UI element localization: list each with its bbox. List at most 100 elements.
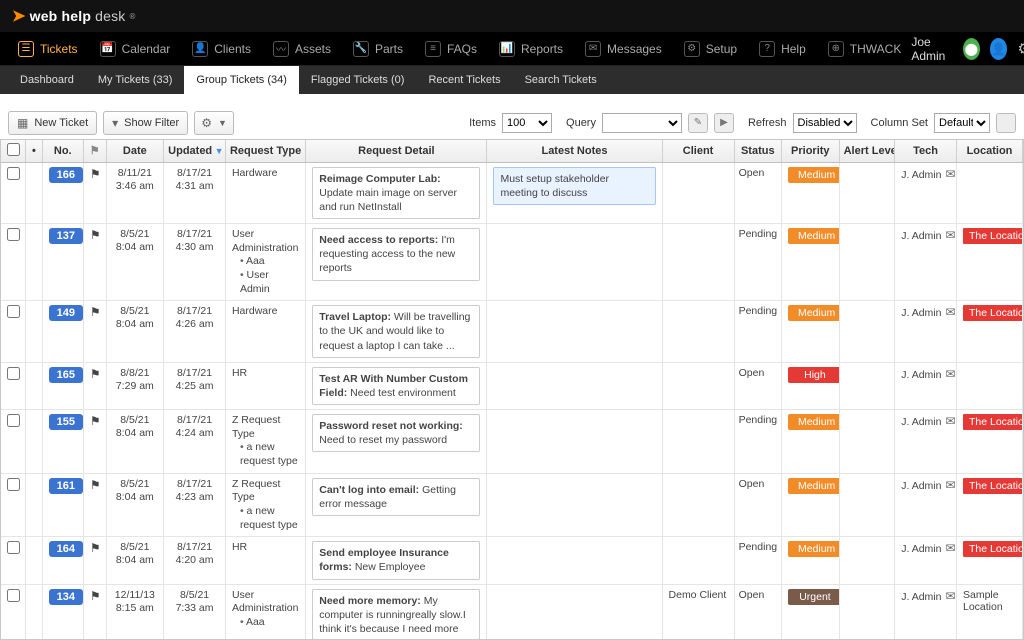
subtab-search-tickets[interactable]: Search Tickets (513, 66, 609, 94)
table-row[interactable]: 137⚑8/5/218:04 am8/17/214:30 amUser Admi… (1, 224, 1023, 301)
query-select[interactable] (602, 113, 682, 133)
show-filter-button[interactable]: ▾Show Filter (103, 111, 188, 135)
nav-parts[interactable]: 🔧Parts (343, 32, 413, 66)
col-header[interactable]: Location (956, 140, 1022, 162)
request-detail[interactable]: Need access to reports: I'm requesting a… (312, 228, 480, 281)
table-row[interactable]: 164⚑8/5/218:04 am8/17/214:20 amHRSend em… (1, 537, 1023, 584)
row-checkbox[interactable] (7, 414, 20, 427)
select-all-checkbox[interactable] (7, 143, 20, 156)
col-header[interactable]: Request Type (225, 140, 305, 162)
mail-icon[interactable]: ✉ (945, 228, 955, 242)
request-detail[interactable]: Travel Laptop: Will be travelling to the… (312, 305, 480, 358)
request-detail[interactable]: Send employee Insurance forms: New Emplo… (312, 541, 480, 579)
gear-menu-button[interactable]: ⚙▼ (194, 111, 234, 135)
table-row[interactable]: 134⚑12/11/138:15 am8/5/217:33 amUser Adm… (1, 584, 1023, 640)
tech-cell: J. Admin✉ (895, 584, 957, 640)
col-header[interactable]: Status (734, 140, 781, 162)
flag-icon[interactable]: ⚑ (90, 228, 101, 242)
plus-icon: ▦ (17, 116, 28, 130)
subtab-group-tickets-34-[interactable]: Group Tickets (34) (184, 66, 298, 94)
nav-faqs[interactable]: ≡FAQs (415, 32, 487, 66)
colset-extra-button[interactable] (996, 113, 1016, 133)
subtab-my-tickets-33-[interactable]: My Tickets (33) (86, 66, 185, 94)
col-header[interactable]: Priority (781, 140, 839, 162)
col-header[interactable]: Client (662, 140, 734, 162)
subtab-dashboard[interactable]: Dashboard (8, 66, 86, 94)
col-header[interactable]: Latest Notes (487, 140, 662, 162)
flag-icon[interactable]: ⚑ (90, 414, 101, 428)
table-row[interactable]: 155⚑8/5/218:04 am8/17/214:24 amZ Request… (1, 410, 1023, 474)
logo-icon: ➤ (12, 6, 26, 26)
nav-calendar[interactable]: 📅Calendar (90, 32, 181, 66)
row-checkbox[interactable] (7, 305, 20, 318)
col-header[interactable] (1, 140, 26, 162)
mail-icon[interactable]: ✉ (945, 414, 955, 428)
avatar-icon[interactable]: 👤 (990, 38, 1008, 60)
items-select[interactable]: 100 (502, 113, 552, 133)
nav-setup[interactable]: ⚙Setup (674, 32, 747, 66)
request-detail[interactable]: Test AR With Number Custom Field: Need t… (312, 367, 480, 405)
query-edit-button[interactable]: ✎ (688, 113, 708, 133)
table-row[interactable]: 161⚑8/5/218:04 am8/17/214:23 amZ Request… (1, 473, 1023, 537)
request-detail[interactable]: Reimage Computer Lab: Update main image … (312, 167, 480, 220)
row-checkbox[interactable] (7, 589, 20, 602)
col-header[interactable]: Tech (895, 140, 957, 162)
colset-select[interactable]: Default (934, 113, 990, 133)
row-checkbox[interactable] (7, 167, 20, 180)
row-checkbox[interactable] (7, 478, 20, 491)
date-cell: 8/5/218:04 am (106, 473, 164, 537)
flag-icon[interactable]: ⚑ (90, 305, 101, 319)
flag-icon[interactable]: ⚑ (90, 589, 101, 603)
date-cell: 8/5/218:04 am (106, 537, 164, 584)
col-header[interactable]: Request Detail (306, 140, 487, 162)
mail-icon[interactable]: ✉ (945, 478, 955, 492)
mail-icon[interactable]: ✉ (945, 589, 955, 603)
ticket-number[interactable]: 155 (49, 414, 83, 430)
mail-icon[interactable]: ✉ (945, 541, 955, 555)
ticket-number[interactable]: 149 (49, 305, 83, 321)
ticket-number[interactable]: 134 (49, 589, 83, 605)
new-ticket-button[interactable]: ▦New Ticket (8, 111, 97, 135)
col-header[interactable]: Alert Level (839, 140, 895, 162)
flag-icon[interactable]: ⚑ (90, 478, 101, 492)
col-header[interactable]: • (26, 140, 42, 162)
ticket-number[interactable]: 164 (49, 541, 83, 557)
refresh-select[interactable]: Disabled (793, 113, 857, 133)
request-detail[interactable]: Need more memory: My computer is running… (312, 589, 480, 640)
current-user[interactable]: Joe Admin ⬤ (911, 35, 980, 63)
flag-icon[interactable]: ⚑ (90, 541, 101, 555)
table-row[interactable]: 165⚑8/8/217:29 am8/17/214:25 amHRTest AR… (1, 362, 1023, 409)
ticket-number[interactable]: 137 (49, 228, 83, 244)
subtab-flagged-tickets-0-[interactable]: Flagged Tickets (0) (299, 66, 417, 94)
col-header[interactable]: No. (42, 140, 83, 162)
ticket-number[interactable]: 166 (49, 167, 83, 183)
nav-messages[interactable]: ✉Messages (575, 32, 672, 66)
table-row[interactable]: 149⚑8/5/218:04 am8/17/214:26 amHardwareT… (1, 301, 1023, 363)
ticket-number[interactable]: 165 (49, 367, 83, 383)
row-checkbox[interactable] (7, 541, 20, 554)
settings-gear-icon[interactable]: ⚙ (1017, 39, 1024, 59)
nav-reports[interactable]: 📊Reports (489, 32, 573, 66)
mail-icon[interactable]: ✉ (945, 305, 955, 319)
ticket-number[interactable]: 161 (49, 478, 83, 494)
nav-help[interactable]: ?Help (749, 32, 816, 66)
col-header[interactable]: ⚑ (83, 140, 106, 162)
mail-icon[interactable]: ✉ (945, 367, 955, 381)
col-header[interactable]: Updated (164, 140, 226, 162)
mail-icon[interactable]: ✉ (945, 167, 955, 181)
request-detail[interactable]: Can't log into email: Getting error mess… (312, 478, 480, 516)
nav-tickets[interactable]: ☰Tickets (8, 32, 88, 66)
request-type: Hardware (225, 162, 305, 224)
table-row[interactable]: 166⚑8/11/213:46 am8/17/214:31 amHardware… (1, 162, 1023, 224)
nav-assets[interactable]: 〰Assets (263, 32, 341, 66)
request-detail[interactable]: Password reset not working: Need to rese… (312, 414, 480, 452)
row-checkbox[interactable] (7, 228, 20, 241)
flag-icon[interactable]: ⚑ (90, 167, 101, 181)
row-checkbox[interactable] (7, 367, 20, 380)
subtab-recent-tickets[interactable]: Recent Tickets (416, 66, 512, 94)
nav-thwack[interactable]: ⊕THWACK (818, 32, 912, 66)
query-run-button[interactable]: ▶ (714, 113, 734, 133)
flag-icon[interactable]: ⚑ (90, 367, 101, 381)
nav-clients[interactable]: 👤Clients (182, 32, 261, 66)
col-header[interactable]: Date (106, 140, 164, 162)
